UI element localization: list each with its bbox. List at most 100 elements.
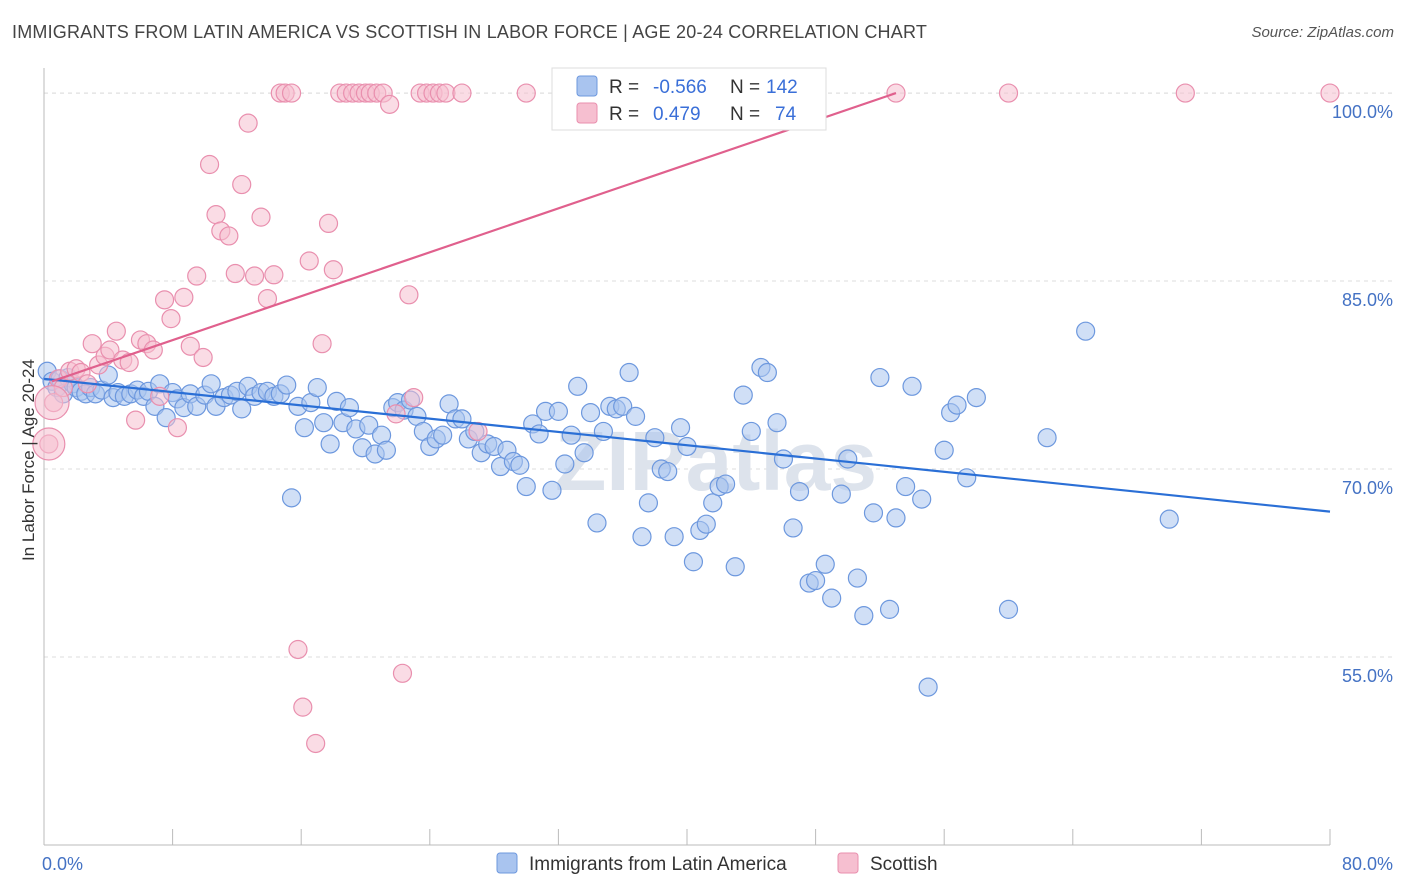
data-point-latin-america bbox=[1159, 509, 1179, 529]
x-tick-labels: 0.0% 80.0% bbox=[42, 854, 1393, 874]
data-point-latin-america bbox=[741, 421, 761, 442]
data-point-scottish bbox=[251, 207, 271, 227]
legend-n-label: N = bbox=[730, 104, 760, 125]
data-point-scottish bbox=[193, 347, 213, 368]
data-point-scottish bbox=[167, 418, 188, 438]
data-point-scottish bbox=[34, 385, 70, 421]
data-point-scottish bbox=[82, 334, 102, 354]
data-point-latin-america bbox=[957, 468, 977, 488]
y-tick-labels: 55.0% 70.0% 85.0% 100.0% bbox=[1332, 102, 1393, 686]
data-point-latin-america bbox=[902, 376, 922, 396]
data-point-scottish bbox=[206, 205, 226, 225]
data-point-scottish bbox=[299, 251, 319, 271]
data-point-latin-america bbox=[376, 440, 396, 460]
data-point-latin-america bbox=[847, 568, 867, 588]
data-point-scottish bbox=[468, 421, 488, 442]
data-point-scottish bbox=[392, 663, 413, 683]
data-point-latin-america bbox=[516, 476, 536, 497]
data-point-scottish bbox=[180, 336, 200, 356]
data-point-latin-america bbox=[715, 474, 736, 494]
data-point-latin-america bbox=[548, 401, 569, 421]
data-point-latin-america bbox=[542, 480, 562, 500]
data-point-scottish bbox=[106, 321, 126, 341]
data-point-scottish bbox=[404, 387, 424, 408]
data-point-scottish bbox=[293, 697, 313, 717]
data-point-scottish bbox=[126, 410, 146, 430]
data-point-scottish bbox=[516, 83, 536, 103]
y-tick-label: 100.0% bbox=[1332, 102, 1393, 122]
trend-line-scottish bbox=[51, 92, 897, 383]
data-point-latin-america bbox=[619, 362, 639, 383]
data-point-latin-america bbox=[912, 489, 932, 509]
legend-swatch-blue bbox=[576, 75, 598, 97]
data-point-latin-america bbox=[664, 527, 684, 547]
legend-swatch-pink bbox=[576, 102, 598, 124]
data-point-latin-america bbox=[645, 428, 665, 448]
data-point-latin-america bbox=[998, 599, 1019, 619]
data-point-scottish bbox=[323, 260, 343, 280]
chart-source: Source: ZipAtlas.com bbox=[1251, 24, 1394, 41]
data-point-latin-america bbox=[201, 374, 221, 394]
data-point-scottish bbox=[225, 263, 245, 284]
data-point-scottish bbox=[199, 154, 220, 175]
legend-n-value-blue: 142 bbox=[766, 77, 798, 98]
data-point-latin-america bbox=[658, 461, 678, 482]
data-point-scottish bbox=[161, 309, 181, 329]
data-point-latin-america bbox=[1037, 428, 1057, 448]
data-point-latin-america bbox=[854, 606, 874, 626]
trend-line-latin-america bbox=[43, 377, 1331, 513]
data-point-latin-america bbox=[879, 599, 900, 619]
data-point-latin-america bbox=[294, 418, 315, 438]
legend-swatch-latin-america bbox=[496, 852, 518, 874]
data-point-scottish bbox=[244, 266, 265, 286]
data-point-scottish bbox=[238, 113, 258, 133]
data-point-latin-america bbox=[966, 387, 986, 408]
data-point-latin-america bbox=[934, 440, 954, 460]
data-point-scottish bbox=[318, 213, 339, 233]
legend-r-value-pink: 0.479 bbox=[653, 104, 701, 125]
data-point-latin-america bbox=[529, 424, 549, 444]
legend-n-label: N = bbox=[730, 77, 760, 98]
data-point-latin-america bbox=[783, 518, 803, 538]
data-point-latin-america bbox=[863, 503, 884, 523]
data-point-scottish bbox=[100, 340, 120, 360]
data-point-latin-america bbox=[896, 476, 916, 497]
data-point-latin-america bbox=[339, 398, 360, 418]
legend-r-label: R = bbox=[609, 77, 639, 98]
data-point-latin-america bbox=[632, 527, 652, 547]
data-point-latin-america bbox=[568, 376, 588, 396]
data-point-latin-america bbox=[277, 375, 297, 395]
data-point-scottish bbox=[32, 427, 66, 461]
data-point-latin-america bbox=[613, 396, 633, 416]
data-point-latin-america bbox=[670, 418, 691, 438]
y-axis-title: In Labor Force | Age 20-24 bbox=[19, 359, 38, 561]
data-point-scottish bbox=[998, 83, 1019, 103]
data-point-scottish bbox=[399, 285, 419, 305]
data-point-scottish bbox=[119, 352, 139, 373]
data-point-scottish bbox=[288, 639, 308, 660]
data-point-scottish bbox=[380, 94, 400, 114]
legend-r-label: R = bbox=[609, 104, 639, 125]
y-tick-label: 55.0% bbox=[1342, 666, 1393, 686]
legend-label-scottish: Scottish bbox=[870, 854, 938, 875]
data-point-latin-america bbox=[703, 493, 723, 513]
chart-title: IMMIGRANTS FROM LATIN AMERICA VS SCOTTIS… bbox=[12, 22, 928, 42]
data-point-scottish bbox=[1320, 83, 1340, 103]
data-point-latin-america bbox=[510, 455, 530, 475]
data-point-latin-america bbox=[773, 449, 794, 469]
data-point-latin-america bbox=[580, 403, 601, 423]
legend-n-value-pink: 74 bbox=[775, 104, 797, 125]
data-point-latin-america bbox=[625, 406, 646, 426]
data-point-latin-america bbox=[918, 677, 938, 697]
data-point-latin-america bbox=[320, 434, 340, 454]
x-tick-label: 80.0% bbox=[1342, 854, 1393, 874]
data-point-latin-america bbox=[947, 395, 967, 415]
data-point-scottish bbox=[154, 290, 175, 310]
data-point-latin-america bbox=[561, 425, 581, 445]
data-point-scottish bbox=[306, 733, 326, 754]
series-scottish-points bbox=[32, 83, 1340, 754]
data-point-latin-america bbox=[587, 513, 607, 533]
data-point-latin-america bbox=[838, 449, 858, 469]
legend-r-value-blue: -0.566 bbox=[653, 77, 707, 98]
